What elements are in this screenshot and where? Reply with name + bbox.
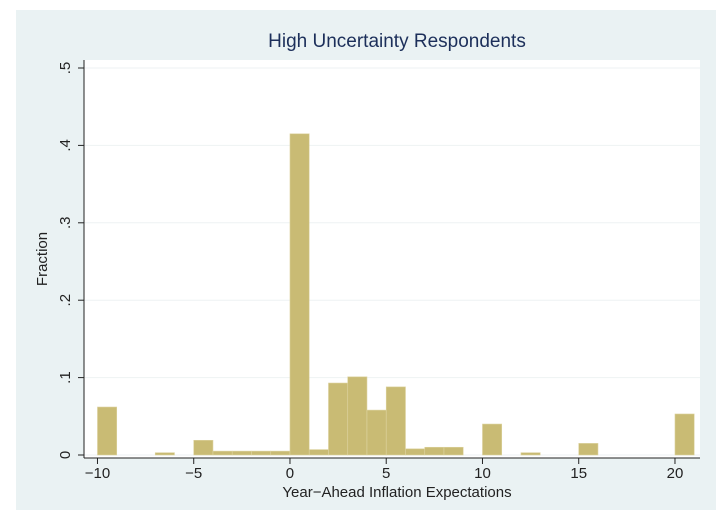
y-tick-label: .3 xyxy=(57,217,74,230)
y-tick-label: .1 xyxy=(57,371,74,384)
bar xyxy=(308,449,329,456)
x-tick-label: −5 xyxy=(185,465,202,482)
bar xyxy=(328,382,349,456)
y-axis-label: Fraction xyxy=(34,232,51,286)
bar xyxy=(520,452,541,456)
x-tick-label: 0 xyxy=(286,465,294,482)
x-tick-label: 10 xyxy=(474,465,491,482)
bar xyxy=(251,450,272,456)
bar xyxy=(424,446,445,456)
bar xyxy=(231,450,252,456)
x-tick-label: 5 xyxy=(382,465,390,482)
bar xyxy=(405,448,426,456)
bar xyxy=(97,406,118,456)
x-axis-label: Year−Ahead Inflation Expectations xyxy=(282,484,511,501)
y-tick-label: .5 xyxy=(57,62,74,75)
x-tick-label: 15 xyxy=(570,465,587,482)
chart-title: High Uncertainty Respondents xyxy=(268,31,526,52)
bar xyxy=(270,450,291,456)
bar xyxy=(366,409,387,456)
y-tick-label: .2 xyxy=(57,294,74,307)
bar xyxy=(674,413,695,456)
bar xyxy=(212,450,233,456)
bar xyxy=(289,133,310,456)
bar xyxy=(578,443,599,456)
bar xyxy=(193,439,214,456)
bar xyxy=(154,452,175,456)
bar xyxy=(482,423,503,456)
y-tick-label: 0 xyxy=(57,451,74,459)
x-tick-label: 20 xyxy=(667,465,684,482)
y-tick-label: .4 xyxy=(57,139,74,152)
x-tick-label: −10 xyxy=(85,465,110,482)
bar xyxy=(443,446,464,456)
bar xyxy=(385,386,406,456)
bar xyxy=(347,376,368,456)
